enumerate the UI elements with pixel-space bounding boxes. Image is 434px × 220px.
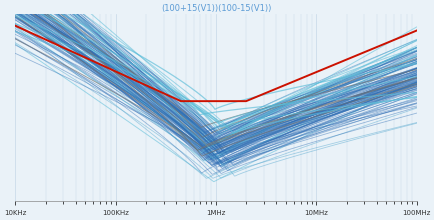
Title: (100+15(V1))(100-15(V1)): (100+15(V1))(100-15(V1)) xyxy=(161,4,270,13)
